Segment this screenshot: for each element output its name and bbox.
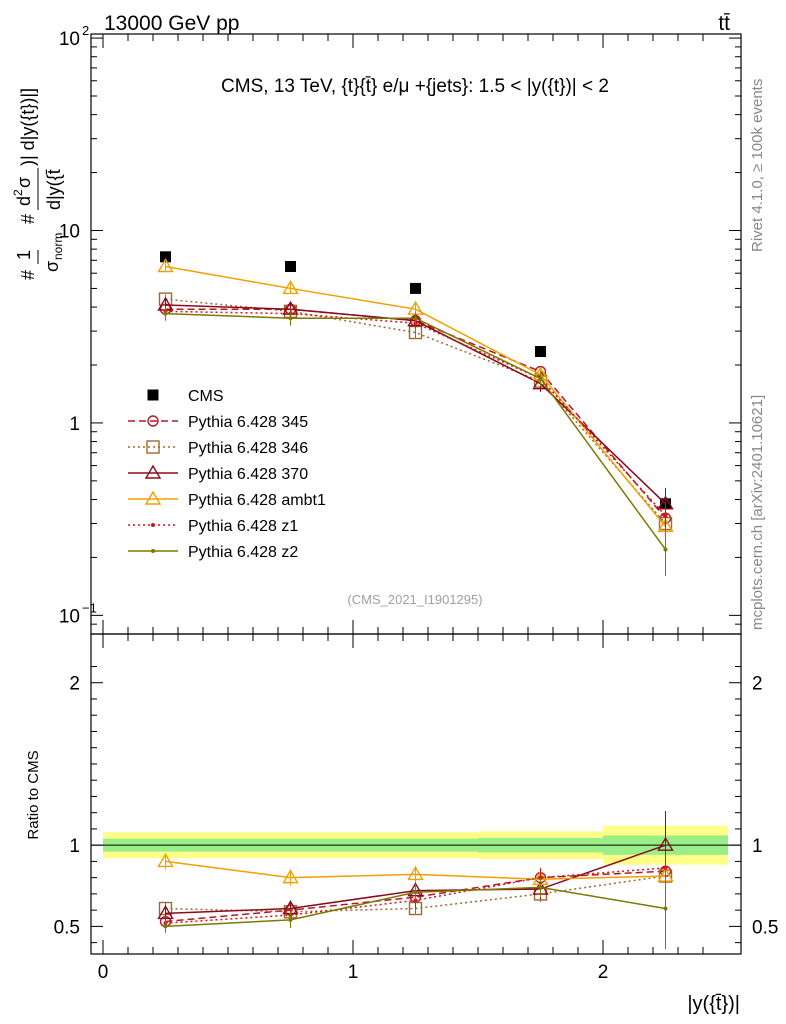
legend-label: CMS	[188, 388, 224, 405]
main-y-label: # 1 σ norm # d 2 σ d|y({t̄ )| d|y({t})|]	[11, 88, 65, 280]
legend-entry: Pythia 6.428 ambt1	[128, 490, 326, 509]
svg-text:#: #	[18, 270, 38, 280]
legend-marker	[144, 464, 162, 479]
legend-marker	[146, 440, 160, 454]
x-tick-label: 0	[98, 962, 109, 983]
ratio-series-pythia-6-428-ambt1	[157, 853, 674, 893]
data-point	[285, 261, 296, 273]
legend-marker	[144, 490, 162, 505]
ratio-uncertainty-bands	[91, 825, 741, 865]
legend: CMS Pythia 6.428 345 Pythia 6.428 346 Pythi…	[128, 388, 326, 561]
header-left: 13000 GeV pp	[104, 12, 239, 35]
ratio-point	[163, 924, 168, 929]
data-point	[538, 376, 543, 381]
legend-marker	[151, 549, 155, 553]
svg-text:1: 1	[14, 250, 34, 260]
data-point	[288, 316, 293, 321]
legend-label: Pythia 6.428 370	[188, 466, 308, 483]
svg-text:norm: norm	[51, 233, 65, 260]
y-tick-label: 10	[59, 606, 80, 627]
ratio-y-label: Ratio to CMS	[25, 750, 42, 839]
legend-entry: CMS	[147, 388, 224, 405]
ratio-tick-label-right: 2	[752, 674, 763, 695]
svg-text:σ: σ	[14, 177, 34, 188]
analysis-id: (CMS_2021_I1901295)	[347, 592, 482, 607]
header-right: tt̄	[718, 12, 730, 35]
legend-entry: Pythia 6.428 346	[128, 440, 308, 457]
ratio-series-layer	[157, 811, 674, 950]
ratio-point	[538, 885, 543, 890]
ratio-point	[407, 866, 424, 881]
ratio-point	[157, 853, 174, 868]
data-point	[157, 258, 174, 273]
data-point	[535, 346, 546, 358]
ratio-tick-label: 1	[69, 836, 80, 857]
chart-title: CMS, 13 TeV, {t}{t̄} e/μ +{jets}: 1.5 < …	[221, 76, 609, 97]
series-pythia-6-428-z2	[163, 307, 668, 577]
x-tick-label: 2	[598, 962, 609, 983]
svg-text:d: d	[14, 196, 34, 206]
ratio-point	[663, 906, 668, 911]
ratio-tick-label: 0.5	[54, 917, 80, 938]
svg-text:)| d|y({t})|]: )| d|y({t})|]	[18, 88, 38, 166]
legend-label: Pythia 6.428 ambt1	[188, 492, 326, 509]
svg-text:2: 2	[11, 189, 25, 196]
ratio-tick-label-right: 0.5	[752, 917, 778, 938]
legend-label: Pythia 6.428 346	[188, 440, 308, 457]
x-axis-label: |y({t̄})|	[687, 993, 740, 1015]
legend-label: Pythia 6.428 345	[188, 414, 308, 431]
y-tick-label: 1	[69, 414, 80, 435]
y-tick-exponent: −1	[82, 600, 97, 615]
series-line	[165, 308, 667, 519]
legend-label: Pythia 6.428 z1	[188, 518, 298, 535]
x-axis: 0 1 2	[98, 34, 704, 983]
ratio-point	[282, 869, 299, 884]
svg-text:d|y({t̄: d|y({t̄	[44, 169, 64, 210]
legend-entry: Pythia 6.428 z1	[128, 518, 298, 535]
ratio-frame	[90, 633, 742, 955]
ratio-line	[165, 870, 666, 923]
series-pythia-6-428-ambt1	[157, 258, 674, 543]
legend-label: Pythia 6.428 z2	[188, 544, 298, 561]
y-tick-label: 10	[59, 222, 80, 243]
data-point	[410, 282, 421, 294]
data-point	[663, 513, 668, 518]
data-point	[663, 547, 668, 552]
legend-entry: Pythia 6.428 z2	[128, 544, 298, 561]
ratio-tick-label-right: 1	[752, 836, 763, 857]
ratio-y-axis: 0.5 0.5 1 1 2 2	[54, 665, 778, 944]
legend-marker	[151, 523, 155, 527]
svg-text:#: #	[18, 214, 38, 224]
data-point	[282, 280, 299, 295]
main-series-layer	[157, 251, 674, 577]
legend-entry: Pythia 6.428 345	[128, 414, 308, 431]
svg-text:σ: σ	[42, 261, 62, 272]
ratio-tick-label: 2	[69, 674, 80, 695]
legend-marker	[147, 389, 159, 401]
x-tick-label: 1	[348, 962, 359, 983]
ratio-point	[413, 890, 418, 895]
data-point	[413, 316, 418, 321]
data-point	[160, 251, 171, 263]
legend-marker	[147, 415, 159, 427]
mcplots-label: mcplots.cern.ch [arXiv:2401.10621]	[749, 395, 766, 630]
data-point	[163, 311, 168, 316]
ratio-point	[288, 917, 293, 922]
ratio-series-pythia-6-428-z2	[163, 867, 668, 950]
legend-entry: Pythia 6.428 370	[128, 464, 308, 483]
y-tick-label: 10	[59, 29, 80, 50]
ratio-point	[657, 836, 674, 851]
y-tick-exponent: 2	[82, 23, 89, 38]
rivet-label: Rivet 4.1.0, ≥ 100k events	[749, 79, 766, 252]
